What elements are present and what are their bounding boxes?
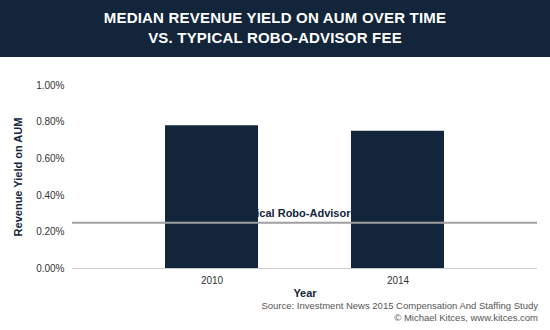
svg-text:0.60%: 0.60% bbox=[36, 153, 64, 164]
svg-text:0.80%: 0.80% bbox=[36, 116, 64, 127]
svg-text:0.00%: 0.00% bbox=[36, 263, 64, 274]
html-text:© Michael Kitces, www.kitces.c: © Michael Kitces, www.kitces.com bbox=[394, 312, 538, 323]
html-text:MEDIAN REVENUE YIELD ON AUM OV: MEDIAN REVENUE YIELD ON AUM OVER TIME bbox=[103, 9, 447, 26]
svg-text:1.00%: 1.00% bbox=[36, 80, 64, 91]
html-text:VS. TYPICAL ROBO-ADVISOR FEE: VS. TYPICAL ROBO-ADVISOR FEE bbox=[148, 29, 402, 46]
svg-text:Revenue Yield on AUM: Revenue Yield on AUM bbox=[12, 118, 24, 237]
svg-text:Typical Robo-Advisor Fee: Typical Robo-Advisor Fee bbox=[238, 207, 373, 219]
svg-text:Year: Year bbox=[293, 287, 317, 299]
svg-text:2010: 2010 bbox=[201, 275, 224, 286]
html-text:Source: Investment News 2015 C: Source: Investment News 2015 Compensatio… bbox=[261, 300, 538, 311]
svg-text:0.20%: 0.20% bbox=[36, 226, 64, 237]
svg-text:0.40%: 0.40% bbox=[36, 190, 64, 201]
svg-text:2014: 2014 bbox=[387, 275, 410, 286]
